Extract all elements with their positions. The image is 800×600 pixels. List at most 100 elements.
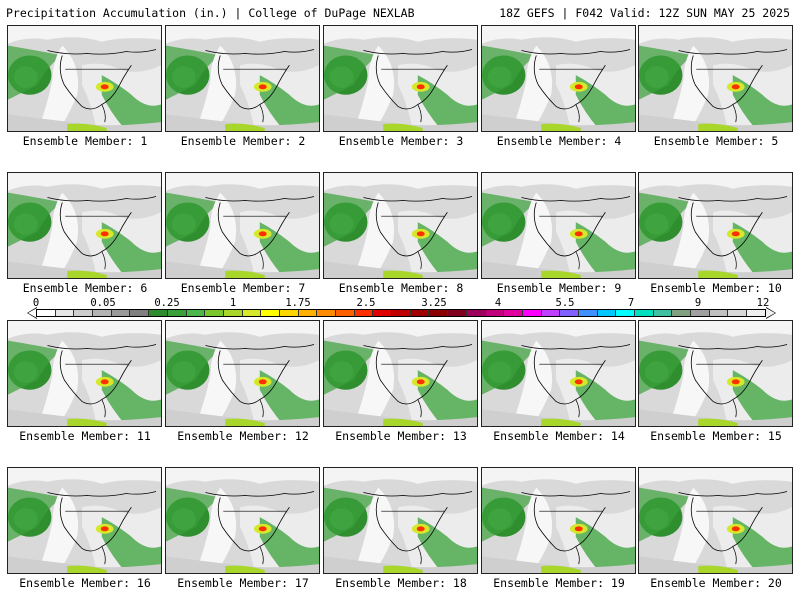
precipitation-map-image: [639, 321, 792, 426]
colorbar-segment: [560, 310, 579, 316]
precipitation-map-image: [639, 26, 792, 131]
precipitation-map-image: [166, 173, 319, 278]
ensemble-member-map: [323, 172, 478, 279]
ensemble-member-label: Ensemble Member: 9: [496, 281, 622, 295]
colorbar-segment: [37, 310, 56, 316]
colorbar-segment: [373, 310, 393, 316]
colorbar-segment: [392, 310, 411, 316]
ensemble-member-map: [481, 467, 636, 574]
precipitation-map-image: [166, 468, 319, 573]
colorbar-segment: [186, 310, 206, 316]
colorbar-tick-label: 3.25: [421, 297, 447, 309]
ensemble-member-label: Ensemble Member: 10: [650, 281, 782, 295]
ensemble-member-label: Ensemble Member: 20: [650, 576, 782, 590]
colorbar-segment: [242, 310, 262, 316]
colorbar-tick-label: 0: [32, 297, 40, 309]
ensemble-member-map: [165, 320, 320, 427]
ensemble-member-map: [7, 467, 162, 574]
ensemble-member-map: [7, 25, 162, 132]
precipitation-map-image: [8, 173, 161, 278]
colorbar-segment: [149, 310, 168, 316]
ensemble-member-label: Ensemble Member: 3: [338, 134, 464, 148]
colorbar-segment: [504, 310, 523, 316]
colorbar-tick-label: 4: [494, 297, 502, 309]
precipitation-map-image: [482, 173, 635, 278]
precipitation-map-image: [324, 321, 477, 426]
colorbar-segment: [597, 310, 617, 316]
ensemble-member-label: Ensemble Member: 17: [177, 576, 309, 590]
model-run-info: 18Z GEFS | F042 Valid: 12Z SUN MAY 25 20…: [499, 6, 790, 20]
precipitation-map-image: [8, 26, 161, 131]
colorbar-segment: [522, 310, 542, 316]
colorbar-segment: [74, 310, 94, 316]
colorbar-tick-label: 5.5: [555, 297, 575, 309]
precipitation-map-image: [639, 173, 792, 278]
ensemble-member-label: Ensemble Member: 14: [493, 429, 625, 443]
ensemble-member-label: Ensemble Member: 1: [22, 134, 148, 148]
colorbar-right-arrow: [766, 308, 775, 318]
colorbar-segment: [448, 310, 467, 316]
page-title: Precipitation Accumulation (in.) | Colle…: [6, 6, 415, 20]
ensemble-member-map: [165, 467, 320, 574]
precipitation-map-image: [482, 321, 635, 426]
precipitation-map-image: [166, 321, 319, 426]
colorbar-segment: [541, 310, 561, 316]
ensemble-member-map: [7, 172, 162, 279]
colorbar-segment: [279, 310, 299, 316]
ensemble-member-map: [638, 25, 793, 132]
ensemble-member-map: [481, 25, 636, 132]
colorbar-tick-label: 12: [756, 297, 770, 309]
ensemble-member-label: Ensemble Member: 2: [180, 134, 306, 148]
ensemble-member-label: Ensemble Member: 19: [493, 576, 625, 590]
ensemble-member-map: [638, 467, 793, 574]
colorbar-tick-label: 0.05: [90, 297, 116, 309]
colorbar-segment: [130, 310, 150, 316]
colorbar-segment: [167, 310, 187, 316]
colorbar-segment: [93, 310, 112, 316]
ensemble-member-map: [481, 320, 636, 427]
ensemble-member-map: [481, 172, 636, 279]
ensemble-member-label: Ensemble Member: 8: [338, 281, 464, 295]
colorbar-tick-label: 0.25: [154, 297, 180, 309]
colorbar-segment: [616, 310, 635, 316]
ensemble-member-label: Ensemble Member: 13: [335, 429, 467, 443]
colorbar-segment: [55, 310, 75, 316]
colorbar-segment: [205, 310, 224, 316]
ensemble-member-label: Ensemble Member: 6: [22, 281, 148, 295]
colorbar-segment: [429, 310, 449, 316]
colorbar-segment: [354, 310, 374, 316]
ensemble-member-label: Ensemble Member: 7: [180, 281, 306, 295]
colorbar: [36, 309, 766, 317]
colorbar-segment: [336, 310, 355, 316]
precipitation-map-image: [482, 468, 635, 573]
ensemble-member-label: Ensemble Member: 16: [19, 576, 151, 590]
colorbar-segment: [709, 310, 729, 316]
colorbar-segment: [223, 310, 243, 316]
precipitation-map-image: [166, 26, 319, 131]
colorbar-segment: [485, 310, 505, 316]
precipitation-map-image: [639, 468, 792, 573]
precipitation-map-image: [324, 26, 477, 131]
colorbar-segment: [691, 310, 710, 316]
ensemble-member-label: Ensemble Member: 12: [177, 429, 309, 443]
colorbar-tick-label: 2.5: [356, 297, 376, 309]
colorbar-segment: [747, 310, 765, 316]
colorbar-left-arrow: [28, 308, 37, 318]
ensemble-member-map: [638, 320, 793, 427]
colorbar-segment: [410, 310, 430, 316]
colorbar-segment: [653, 310, 673, 316]
ensemble-member-map: [323, 25, 478, 132]
ensemble-member-label: Ensemble Member: 4: [496, 134, 622, 148]
precipitation-map-image: [324, 468, 477, 573]
precipitation-map-image: [482, 26, 635, 131]
precipitation-map-image: [324, 173, 477, 278]
ensemble-member-map: [638, 172, 793, 279]
ensemble-member-map: [165, 172, 320, 279]
ensemble-member-map: [323, 320, 478, 427]
ensemble-member-map: [165, 25, 320, 132]
precipitation-map-image: [8, 321, 161, 426]
colorbar-tick-label: 9: [694, 297, 702, 309]
colorbar-segment: [672, 310, 692, 316]
colorbar-segment: [298, 310, 318, 316]
colorbar-segment: [728, 310, 748, 316]
